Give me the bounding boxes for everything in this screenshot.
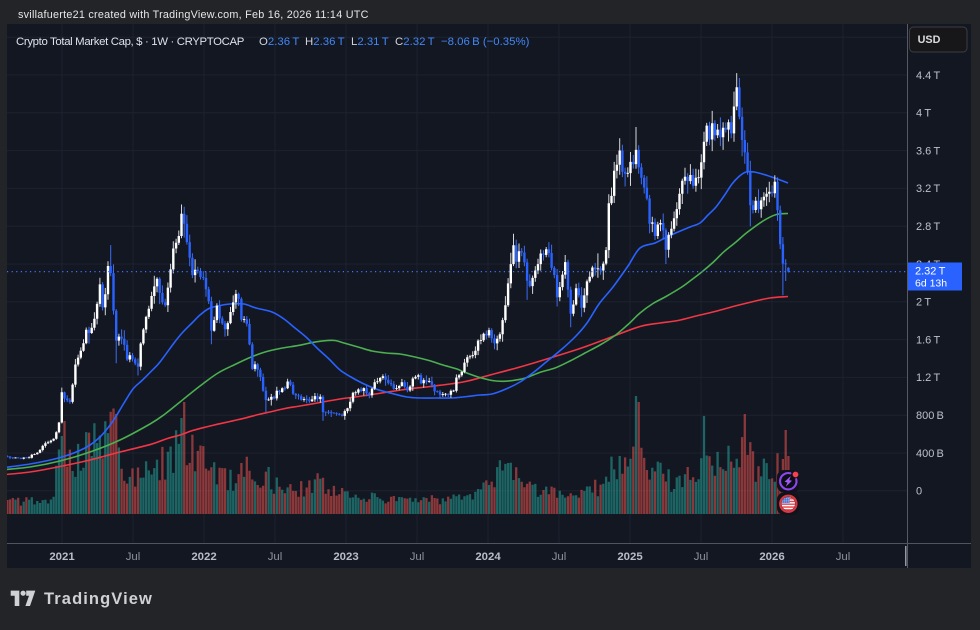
svg-text:TradingView: TradingView xyxy=(44,590,153,608)
svg-text:2022: 2022 xyxy=(191,551,216,563)
svg-text:Crypto Total Market Cap, $ · 1: Crypto Total Market Cap, $ · 1W · CRYPTO… xyxy=(16,36,244,48)
svg-text:2021: 2021 xyxy=(49,551,75,563)
svg-text:Jul: Jul xyxy=(126,551,141,563)
svg-text:2 T: 2 T xyxy=(916,297,931,309)
svg-text:Jul: Jul xyxy=(836,551,851,563)
svg-text:3.2 T: 3.2 T xyxy=(916,183,940,195)
svg-text:3.6 T: 3.6 T xyxy=(916,145,940,157)
svg-text:L2.31 T: L2.31 T xyxy=(351,36,389,48)
svg-text:4.4 T: 4.4 T xyxy=(916,70,940,82)
svg-text:C2.32 T: C2.32 T xyxy=(395,36,435,48)
svg-text:800 B: 800 B xyxy=(916,410,944,422)
svg-text:H2.36 T: H2.36 T xyxy=(305,36,345,48)
svg-text:−8.06 B (−0.35%): −8.06 B (−0.35%) xyxy=(441,36,530,48)
svg-text:0: 0 xyxy=(916,486,922,498)
svg-text:6d 13h: 6d 13h xyxy=(915,278,947,290)
svg-text:Jul: Jul xyxy=(694,551,709,563)
svg-text:2.32 T: 2.32 T xyxy=(915,266,946,278)
svg-text:O2.36 T: O2.36 T xyxy=(259,36,299,48)
svg-text:USD: USD xyxy=(918,34,941,46)
svg-text:2023: 2023 xyxy=(333,551,358,563)
svg-text:svillafuerte21 created with Tr: svillafuerte21 created with TradingView.… xyxy=(18,9,369,21)
svg-text:Jul: Jul xyxy=(410,551,425,563)
svg-text:1.6 T: 1.6 T xyxy=(916,334,940,346)
svg-text:2024: 2024 xyxy=(475,551,501,563)
svg-text:Jul: Jul xyxy=(552,551,567,563)
svg-text:Jul: Jul xyxy=(268,551,283,563)
svg-text:2.8 T: 2.8 T xyxy=(916,221,940,233)
svg-text:2025: 2025 xyxy=(617,551,643,563)
svg-text:1.2 T: 1.2 T xyxy=(916,372,940,384)
svg-text:4 T: 4 T xyxy=(916,108,931,120)
svg-text:400 B: 400 B xyxy=(916,448,944,460)
svg-text:2026: 2026 xyxy=(759,551,784,563)
